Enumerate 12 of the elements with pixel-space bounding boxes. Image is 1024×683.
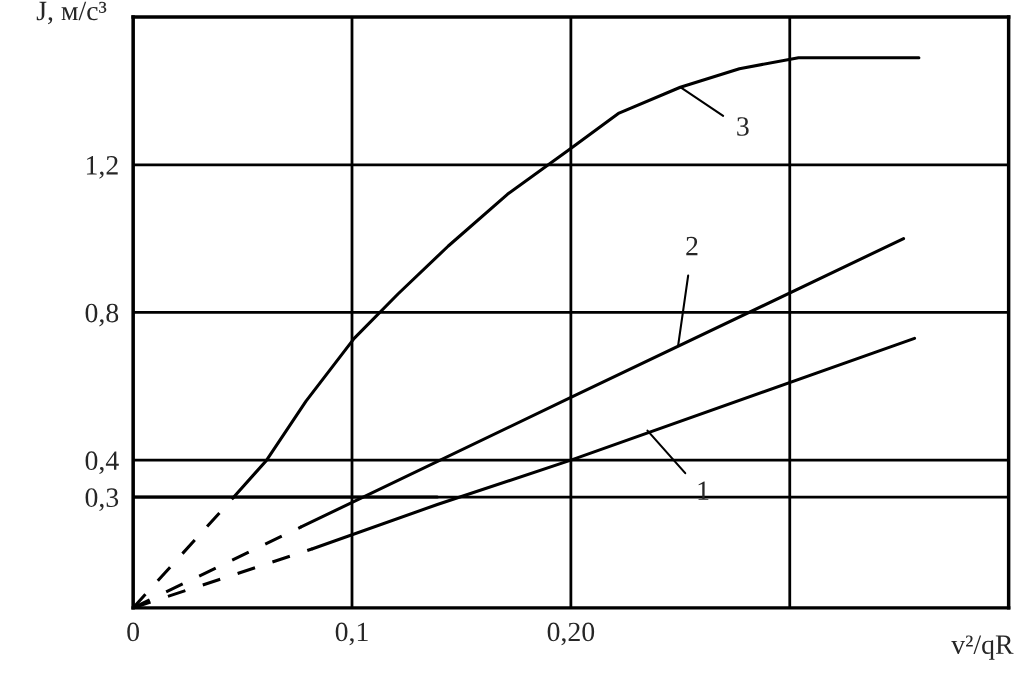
x-tick-label: 0,20 xyxy=(547,622,595,646)
x-tick-label: 0 xyxy=(127,622,140,642)
x-axis-title: v²/qR xyxy=(951,635,1014,660)
annotation: 2 xyxy=(686,236,698,256)
x-tick-label: 0,1 xyxy=(335,622,368,646)
annotation: 1 xyxy=(698,481,709,500)
y-axis-title: J, м/с³ xyxy=(36,1,107,25)
y-tick-label: 0,8 xyxy=(85,303,119,327)
y-tick-label: 1,2 xyxy=(86,156,118,179)
y-tick-label: 0,3 xyxy=(85,488,119,511)
y-tick-label: 0,4 xyxy=(85,451,119,475)
annotation: 3 xyxy=(737,117,749,136)
